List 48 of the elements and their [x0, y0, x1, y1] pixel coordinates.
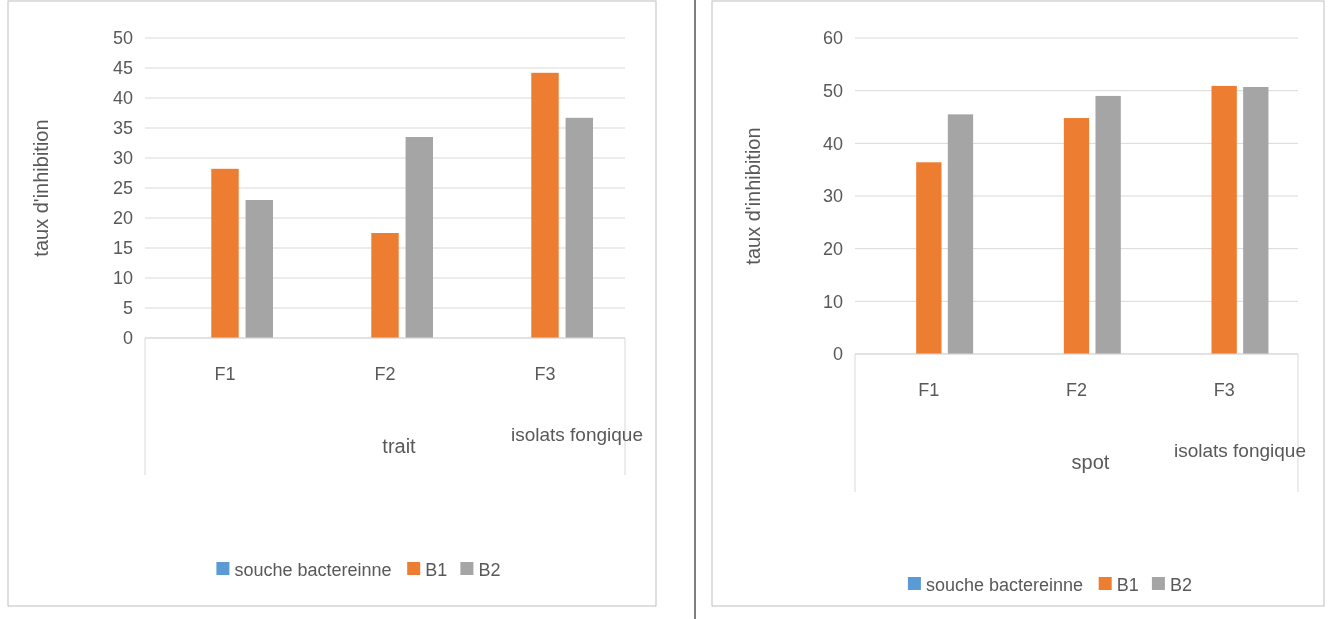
legend-label: B1	[425, 560, 448, 581]
y-tick-label: 15	[112, 238, 133, 259]
y-tick-label: 50	[822, 80, 843, 101]
x-tick-label: F3	[1213, 380, 1235, 400]
bar	[1243, 86, 1269, 354]
bar	[1095, 95, 1121, 354]
x-axis-title: isolats fongique	[510, 424, 643, 445]
y-tick-label: 5	[122, 298, 133, 319]
y-tick-label: 0	[832, 344, 843, 365]
bar	[531, 72, 559, 338]
y-axis-title: taux d'inhibition	[30, 119, 52, 257]
x-tick-label: F3	[534, 364, 556, 384]
y-tick-label: 60	[822, 28, 843, 49]
bar	[371, 233, 399, 338]
legend-label: B1	[1116, 575, 1139, 596]
bar	[211, 168, 239, 338]
x-tick-label: F1	[918, 380, 940, 400]
y-axis-title: taux d'inhibition	[742, 127, 764, 265]
legend-label: B2	[478, 560, 501, 581]
text: spot	[1071, 451, 1110, 473]
y-tick-label: 35	[112, 118, 133, 139]
y-tick-label: 50	[112, 28, 133, 49]
bar	[916, 162, 942, 354]
y-tick-label: 10	[112, 268, 133, 289]
y-tick-label: 30	[822, 186, 843, 207]
text: trait	[382, 435, 417, 457]
legend-label: B2	[1169, 575, 1192, 596]
bar	[245, 200, 273, 338]
y-tick-label: 0	[122, 328, 133, 349]
y-tick-label: 30	[112, 148, 133, 169]
x-tick-label: F2	[1065, 380, 1088, 400]
legend-label: souche bactereinne	[925, 575, 1084, 596]
x-axis-title: isolats fongique	[1173, 440, 1306, 461]
x-tick-label: F1	[214, 364, 236, 384]
bar	[1211, 85, 1237, 354]
y-tick-label: 20	[822, 238, 843, 259]
y-tick-label: 40	[112, 88, 133, 109]
x-tick-label: F2	[374, 364, 396, 384]
bar	[947, 114, 974, 354]
legend-label: souche bactereinne	[234, 560, 392, 581]
y-tick-label: 20	[112, 208, 133, 229]
y-tick-label: 45	[112, 58, 133, 79]
y-tick-label: 40	[822, 133, 843, 154]
bar	[565, 117, 593, 338]
bar	[1063, 118, 1090, 354]
y-tick-label: 25	[112, 178, 133, 199]
bar	[405, 137, 433, 338]
y-tick-label: 10	[822, 291, 843, 312]
